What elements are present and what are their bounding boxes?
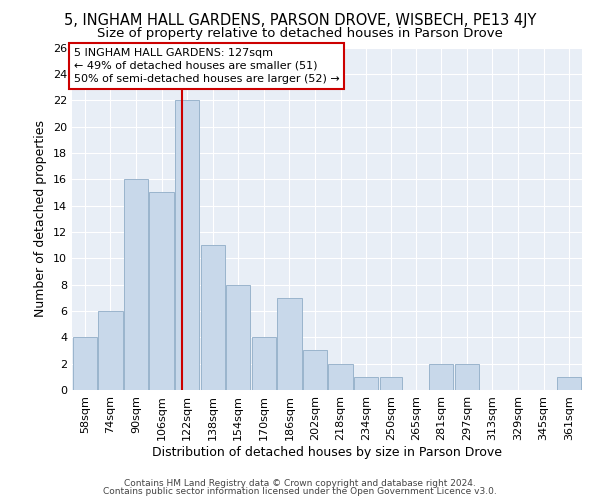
Bar bbox=[557, 377, 581, 390]
Text: Contains public sector information licensed under the Open Government Licence v3: Contains public sector information licen… bbox=[103, 487, 497, 496]
Y-axis label: Number of detached properties: Number of detached properties bbox=[34, 120, 47, 318]
Bar bbox=[328, 364, 353, 390]
Bar bbox=[73, 338, 97, 390]
X-axis label: Distribution of detached houses by size in Parson Drove: Distribution of detached houses by size … bbox=[152, 446, 502, 458]
Bar bbox=[200, 245, 225, 390]
Text: Contains HM Land Registry data © Crown copyright and database right 2024.: Contains HM Land Registry data © Crown c… bbox=[124, 478, 476, 488]
Bar bbox=[354, 377, 379, 390]
Text: Size of property relative to detached houses in Parson Drove: Size of property relative to detached ho… bbox=[97, 28, 503, 40]
Bar bbox=[277, 298, 302, 390]
Text: 5, INGHAM HALL GARDENS, PARSON DROVE, WISBECH, PE13 4JY: 5, INGHAM HALL GARDENS, PARSON DROVE, WI… bbox=[64, 12, 536, 28]
Bar bbox=[175, 100, 199, 390]
Bar bbox=[455, 364, 479, 390]
Bar bbox=[251, 338, 276, 390]
Bar bbox=[226, 284, 250, 390]
Bar bbox=[380, 377, 403, 390]
Bar bbox=[98, 311, 122, 390]
Bar bbox=[429, 364, 454, 390]
Bar bbox=[124, 179, 148, 390]
Bar bbox=[303, 350, 327, 390]
Text: 5 INGHAM HALL GARDENS: 127sqm
← 49% of detached houses are smaller (51)
50% of s: 5 INGHAM HALL GARDENS: 127sqm ← 49% of d… bbox=[74, 48, 340, 84]
Bar bbox=[149, 192, 173, 390]
